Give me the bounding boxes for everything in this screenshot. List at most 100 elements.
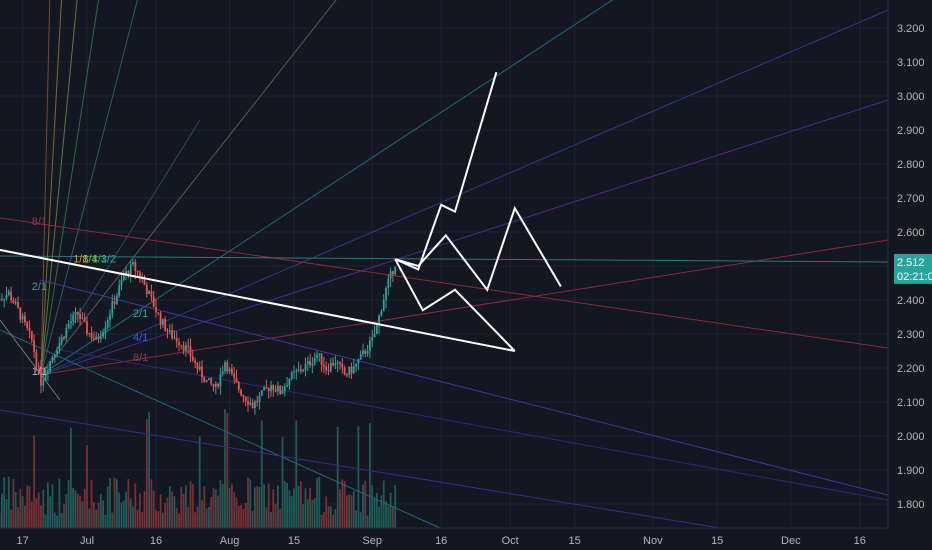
volume-bar — [129, 498, 132, 528]
volume-bar — [191, 484, 194, 528]
candle-body — [132, 262, 134, 265]
volume-bar — [37, 492, 40, 528]
candle-body — [35, 352, 38, 367]
volume-bar — [109, 478, 111, 528]
candle-body — [49, 361, 52, 372]
candle-body — [254, 401, 256, 408]
candle-body — [352, 366, 355, 374]
candle-body — [212, 383, 215, 387]
price-tick-label: 2.900 — [897, 125, 925, 137]
candle-body — [237, 382, 240, 390]
projection-paths[interactable] — [394, 71, 562, 352]
volume-bar — [67, 480, 70, 528]
candle-body — [359, 353, 362, 360]
volume-bar — [3, 477, 6, 528]
volume-bar — [290, 495, 293, 528]
volume-bar — [251, 511, 254, 528]
last-price-badge: 2.512 02:21:03 — [894, 253, 932, 284]
resistance-trendline[interactable] — [0, 235, 515, 352]
candle-body — [281, 390, 284, 394]
volume-bar — [104, 514, 107, 528]
volume-bar — [171, 491, 173, 528]
volume-bar — [366, 515, 369, 528]
candle-body — [17, 302, 19, 308]
fan-line — [40, 0, 337, 376]
volume-bar — [86, 445, 88, 528]
candle-body — [373, 333, 376, 338]
volume-bar — [203, 486, 206, 528]
candle-body — [346, 374, 348, 376]
candle-body — [231, 368, 233, 374]
candle-body — [157, 312, 160, 314]
candle-body — [90, 333, 93, 339]
volume-bar — [288, 490, 291, 528]
candle-body — [0, 298, 1, 300]
candle-body — [267, 388, 270, 392]
candle-body — [247, 401, 249, 405]
volume-bar — [378, 506, 380, 528]
volume-bar — [343, 481, 346, 528]
candle-body — [325, 366, 328, 371]
volume-bar — [336, 426, 339, 528]
candle-body — [256, 401, 259, 403]
trendline[interactable] — [0, 235, 515, 352]
candle-body — [311, 363, 314, 366]
volume-bar — [182, 494, 185, 528]
candle-body — [28, 328, 31, 331]
volume-bar — [355, 510, 357, 528]
candle-body — [175, 337, 178, 342]
volume-bar — [221, 484, 224, 528]
candle-body — [189, 346, 192, 357]
volume-bar — [281, 436, 284, 528]
volume-bar — [102, 500, 104, 528]
fan-line — [40, 0, 51, 375]
volume-bar — [242, 508, 245, 528]
time-tick-label: Aug — [220, 535, 240, 547]
volume-bar — [286, 482, 288, 528]
projection-path-3[interactable] — [394, 205, 562, 292]
volume-bar — [341, 479, 344, 528]
candle-body — [334, 363, 337, 366]
fan-line — [40, 0, 62, 375]
candle-body — [40, 366, 42, 386]
volume-bar — [357, 426, 360, 528]
volume-bar — [217, 495, 219, 528]
candle-body — [385, 288, 387, 300]
candle-body — [58, 342, 61, 351]
fan-line — [40, 239, 889, 376]
volume-bar — [166, 497, 169, 528]
volume-bar — [244, 502, 247, 528]
volume-bar — [327, 506, 330, 528]
time-tick-label: 15 — [568, 535, 580, 547]
volume-bar — [283, 481, 286, 528]
candle-body — [394, 266, 397, 275]
volume-bar — [297, 485, 300, 528]
volume-bar — [187, 506, 190, 528]
projection-path-2[interactable] — [394, 258, 516, 352]
time-axis[interactable]: 17 Jul 16 Aug 15 Sep 16 Oct 15 Nov 15 Dec 16 — [16, 535, 865, 547]
volume-bar — [113, 477, 116, 528]
volume-bar — [180, 487, 183, 528]
volume-bar — [320, 515, 323, 528]
price-tick-label: 1.900 — [897, 465, 925, 477]
volume-bar — [1, 493, 3, 528]
volume-bar — [127, 479, 130, 528]
volume-bar — [83, 488, 86, 528]
candle-body — [274, 390, 277, 392]
volume-bar — [120, 502, 123, 528]
candle-body — [21, 315, 24, 320]
candle-body — [260, 390, 263, 396]
projection-path-1[interactable] — [394, 71, 498, 271]
candle-body — [318, 353, 321, 355]
candle-body — [150, 291, 153, 297]
candle-body — [44, 374, 47, 381]
volume-bar — [132, 506, 134, 528]
candle-body — [162, 319, 164, 325]
candle-body — [70, 321, 72, 324]
fan-label: 1/8 — [73, 254, 88, 266]
candle-body — [302, 370, 305, 372]
volume-bar — [270, 512, 272, 528]
volume-bar — [196, 506, 199, 528]
volume-bars — [0, 409, 397, 528]
